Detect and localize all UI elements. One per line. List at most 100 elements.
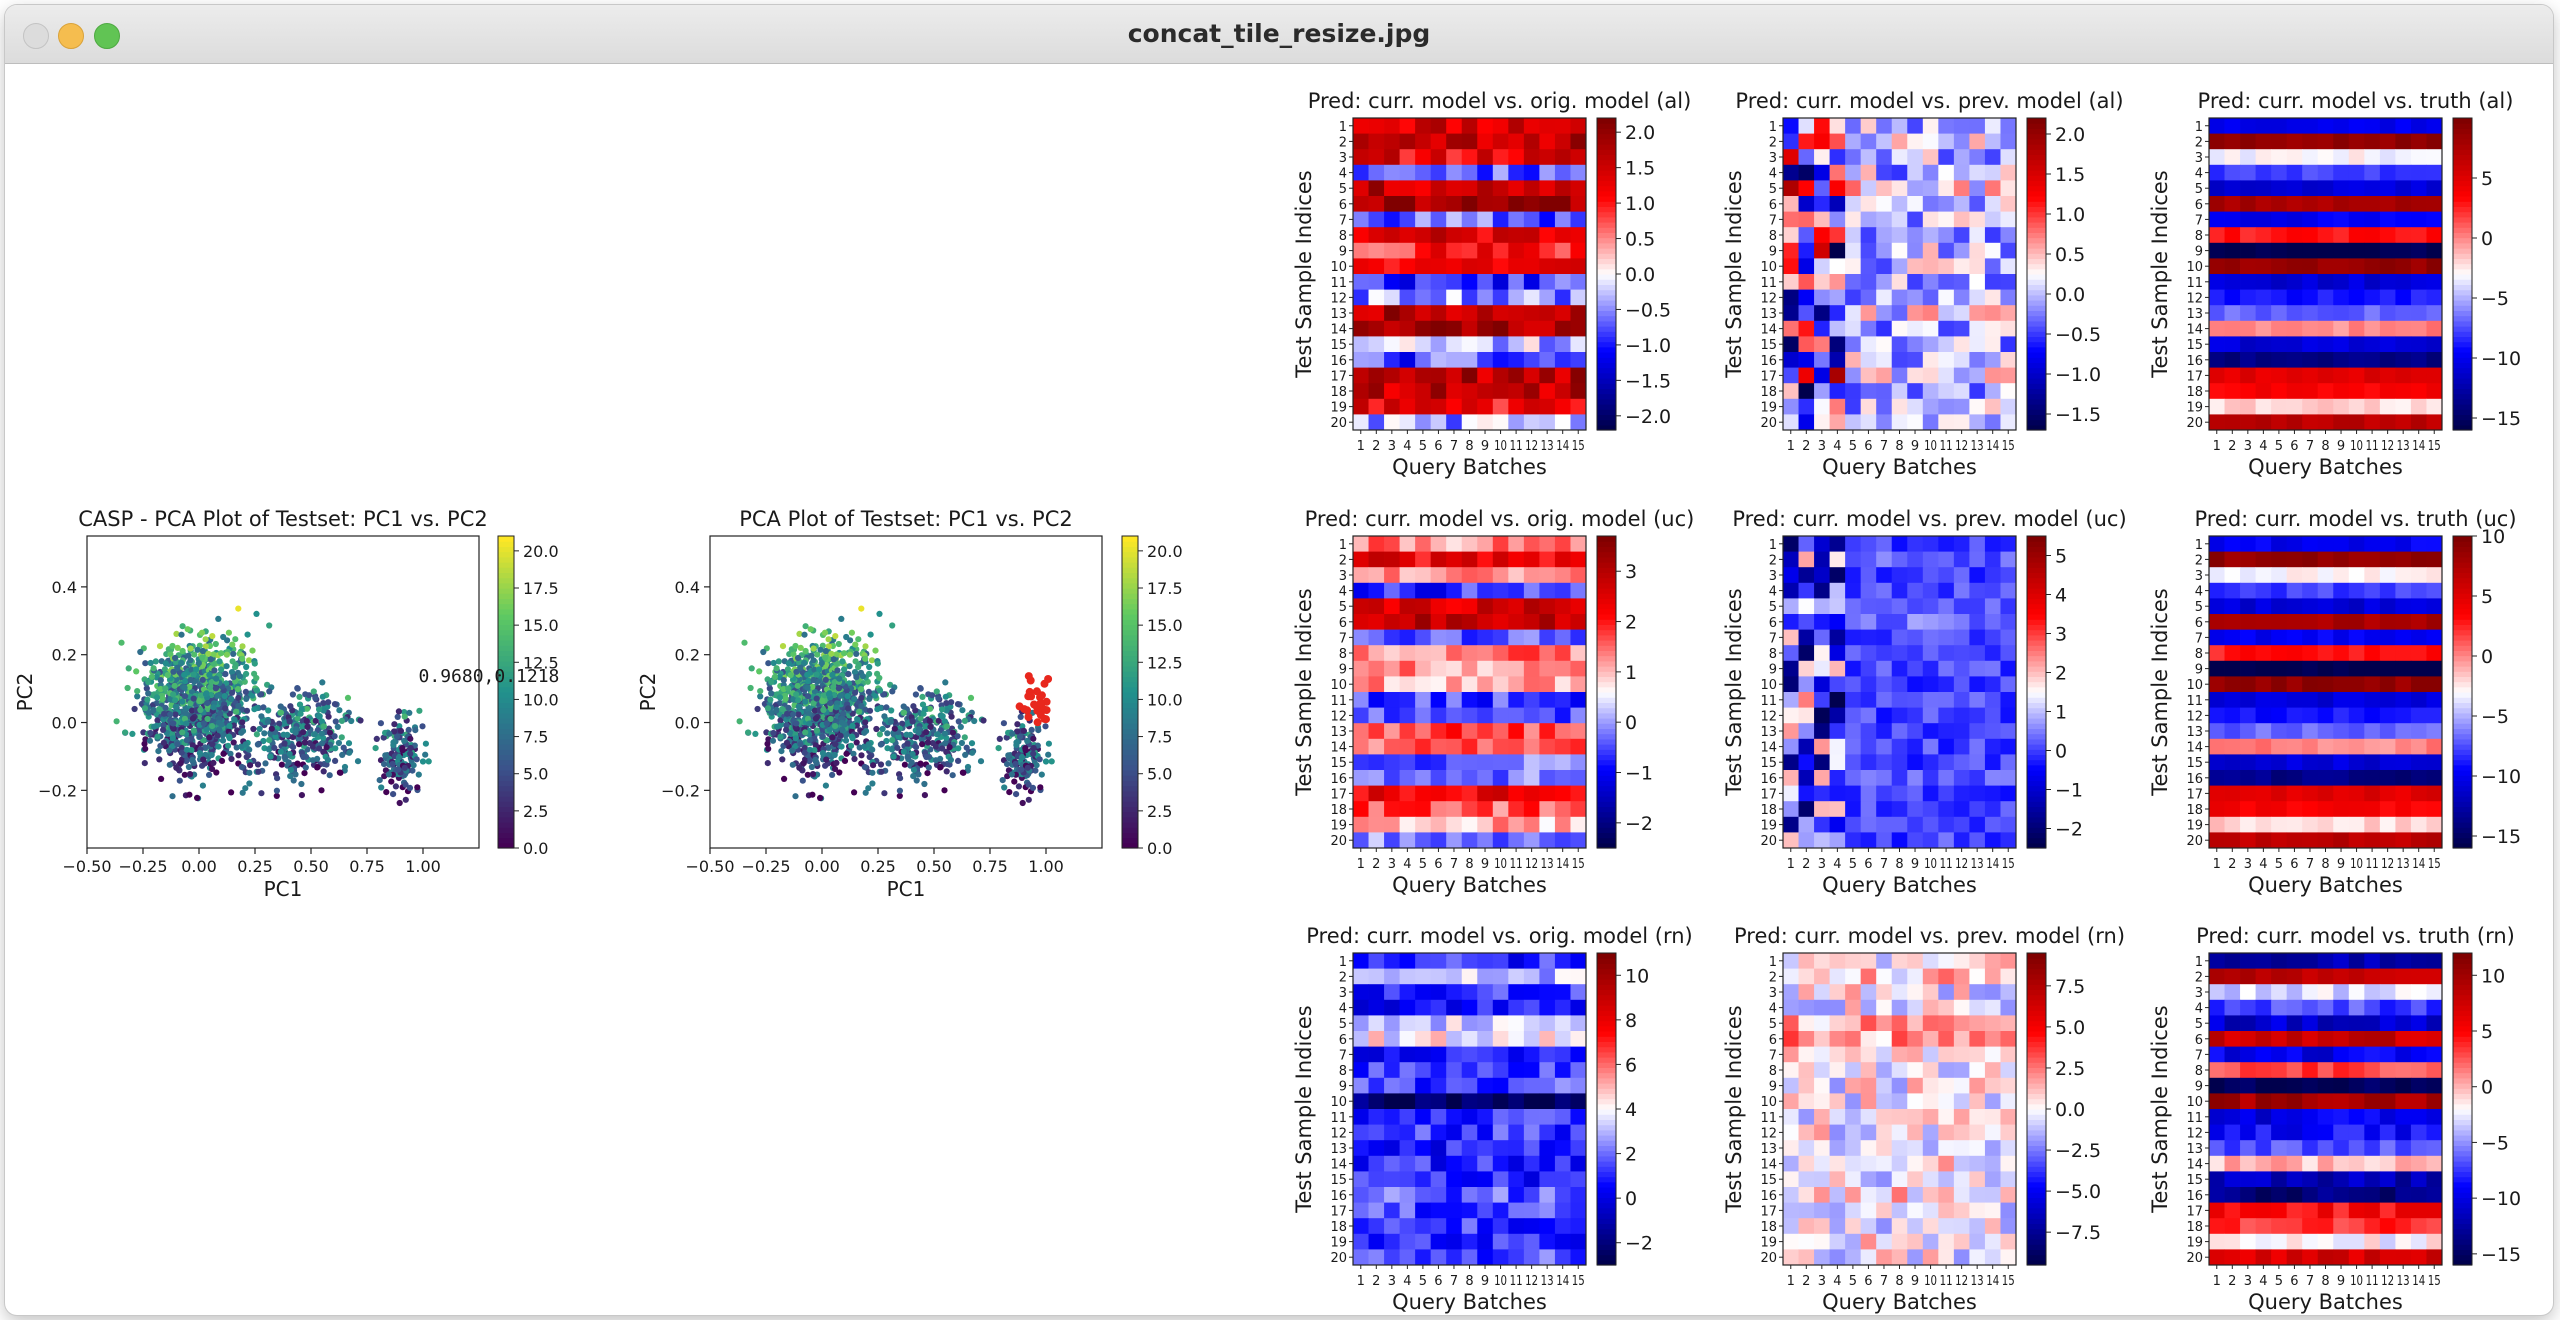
scatter-point <box>189 756 196 764</box>
maximize-button[interactable] <box>94 23 120 49</box>
heatmap-cell <box>1539 414 1556 431</box>
colorbar-segment <box>2453 320 2472 327</box>
heatmap-cell <box>1969 305 1986 322</box>
heatmap-cell <box>1415 149 1432 166</box>
colorbar-segment <box>2453 336 2472 343</box>
colorbar-segment <box>1122 827 1138 833</box>
scatter-point <box>217 710 224 717</box>
heatmap-cell <box>1508 227 1525 244</box>
scatter-point <box>1018 754 1026 761</box>
heatmap-cell <box>2286 414 2303 431</box>
heatmap-cell <box>1938 118 1955 134</box>
heatmap-cell <box>1415 118 1432 134</box>
scatter-point <box>373 735 380 743</box>
heatmap-cell <box>1845 398 1862 415</box>
row-label: 9 <box>1769 245 1777 260</box>
heatmap-cell <box>1461 582 1478 599</box>
row-label: 15 <box>2186 338 2203 353</box>
heatmap-cell <box>1446 629 1463 646</box>
heatmap-cell <box>2348 414 2365 431</box>
heatmap-cell <box>1477 164 1494 181</box>
heatmap-cell <box>1554 692 1571 708</box>
colorbar-segment <box>2027 383 2046 389</box>
row-label: 8 <box>1339 647 1347 662</box>
scatter-point <box>186 771 194 778</box>
col-label: 6 <box>1864 439 1872 454</box>
heatmap-cell <box>1814 289 1830 306</box>
colorbar-segment <box>2453 279 2472 285</box>
scatter-point <box>942 679 949 686</box>
scatter-point <box>189 715 197 722</box>
heatmap-cell <box>1415 336 1432 353</box>
heatmap-cell <box>1415 274 1432 290</box>
heatmap-cell <box>2240 352 2256 368</box>
heatmap-cell <box>2395 149 2412 166</box>
heatmap-cell <box>1477 692 1494 708</box>
scatter-point <box>866 707 874 714</box>
heatmap-cell <box>2271 180 2288 197</box>
heatmap-cell <box>1384 258 1400 275</box>
col-label: 10 <box>2350 439 2363 454</box>
scatter-point <box>311 731 318 738</box>
close-button[interactable] <box>23 23 49 49</box>
heatmap-cell <box>1461 149 1478 166</box>
heatmap-cell <box>1953 227 1970 244</box>
colorbar-segment <box>2027 248 2046 254</box>
heatmap-cell <box>2426 180 2443 197</box>
heatmap-cell <box>1384 320 1400 337</box>
heatmap-cell <box>1798 367 1815 384</box>
heatmap-cell <box>2271 211 2288 228</box>
row-label: 8 <box>1769 229 1777 244</box>
scatter-point <box>949 772 956 779</box>
heatmap-cell <box>1384 383 1400 400</box>
heatmap-cell <box>1539 180 1556 197</box>
heatmap-cell <box>1798 414 1815 431</box>
heatmap-cell <box>1845 274 1862 290</box>
scatter-point <box>422 740 429 747</box>
heatmap-cell <box>2209 414 2225 431</box>
heatmap-cell <box>1907 227 1924 244</box>
colorbar-segment <box>1597 294 1616 301</box>
scatter-point <box>935 695 942 702</box>
colorbar-segment <box>2453 123 2472 129</box>
row-label: 9 <box>1339 663 1347 678</box>
heatmap-cell <box>1570 336 1587 353</box>
scatter-point <box>294 685 301 692</box>
scatter-point <box>125 665 132 672</box>
heatmap-cell <box>2240 164 2256 181</box>
scatter-point <box>954 733 961 740</box>
minimize-button[interactable] <box>58 23 84 49</box>
heatmap-cell <box>1477 274 1494 290</box>
heatmap-cell <box>2426 133 2443 150</box>
heatmap-cell <box>1891 398 1908 415</box>
scatter-point <box>230 674 237 681</box>
scatter-point <box>226 722 233 730</box>
colorbar-segment <box>1597 419 1616 426</box>
scatter-point <box>900 748 907 755</box>
heatmap-cell <box>2255 352 2272 368</box>
row-label: 17 <box>1330 369 1347 384</box>
heatmap-cell <box>1922 274 1939 290</box>
heatmap-cell <box>1508 211 1525 228</box>
heatmap-cell <box>1523 336 1540 353</box>
scatter-point <box>856 708 863 715</box>
colorbar-segment <box>1122 686 1138 693</box>
heatmap-cell <box>1953 211 1970 228</box>
scatter-point <box>1042 723 1049 730</box>
heatmap-cell <box>1384 614 1400 630</box>
scatter-point <box>232 661 239 669</box>
heatmap-cell <box>2255 274 2272 290</box>
scatter-point <box>841 757 849 765</box>
heatmap-cell <box>1368 320 1385 337</box>
heatmap-cell <box>2364 305 2381 322</box>
heatmap-cell <box>1984 242 2001 259</box>
colorbar-segment <box>1122 567 1138 573</box>
heatmap-cell <box>1953 149 1970 166</box>
heatmap-cell <box>1845 320 1862 337</box>
heatmap-cell <box>1430 164 1447 181</box>
heatmap-cell <box>1446 133 1463 150</box>
row-label: 10 <box>1330 260 1347 275</box>
heatmap-cell <box>1554 676 1571 693</box>
colorbar-segment <box>2453 378 2472 384</box>
heatmap-cell <box>2348 227 2365 244</box>
